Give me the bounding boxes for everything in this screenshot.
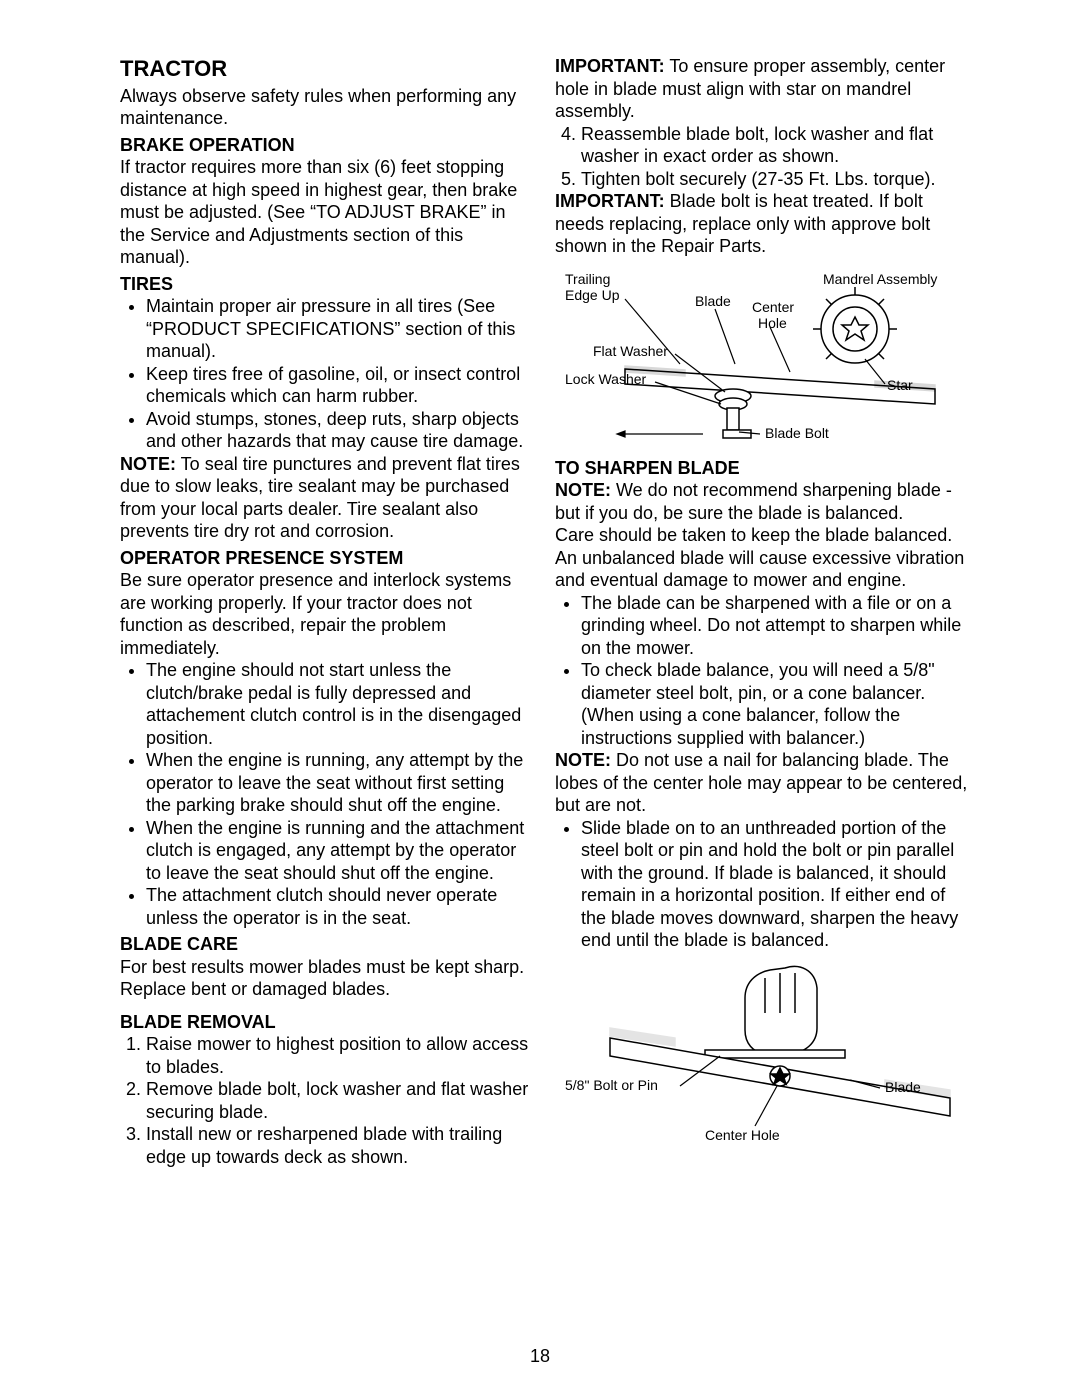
mandrel-assembly-diagram: Trailing Edge Up Blade Mandrel Assembly … xyxy=(555,264,970,449)
ops-heading: OPERATOR PRESENCE SYSTEM xyxy=(120,547,529,570)
label-blade: Blade xyxy=(695,293,731,309)
right-column: IMPORTANT: To ensure proper assembly, ce… xyxy=(555,55,970,1168)
tires-item: Avoid stumps, stones, deep ruts, sharp o… xyxy=(146,408,529,453)
bladerem-cont-list: Reassemble blade bolt, lock washer and f… xyxy=(555,123,970,191)
sharpen-paragraph: Care should be taken to keep the blade b… xyxy=(555,524,970,592)
sharpen-item: To check blade balance, you will need a … xyxy=(581,659,970,749)
label-trailing-edge: Trailing xyxy=(565,271,610,287)
tires-heading: TIRES xyxy=(120,273,529,296)
sharpen-heading: TO SHARPEN BLADE xyxy=(555,457,970,480)
sharpen-note-2: NOTE: Do not use a nail for balancing bl… xyxy=(555,749,970,817)
bladerem-item: Install new or resharpened blade with tr… xyxy=(146,1123,529,1168)
ops-item: The engine should not start unless the c… xyxy=(146,659,529,749)
two-column-layout: TRACTOR Always observe safety rules when… xyxy=(120,55,970,1168)
diagram-svg: 5/8" Bolt or Pin Blade Center Hole xyxy=(555,958,970,1148)
label-trailing-edge-2: Edge Up xyxy=(565,287,620,303)
sharpen-item: Slide blade on to an unthreaded portion … xyxy=(581,817,970,952)
brake-heading: BRAKE OPERATION xyxy=(120,134,529,157)
ops-paragraph: Be sure operator presence and interlock … xyxy=(120,569,529,659)
important-2: IMPORTANT: Blade bolt is heat treated. I… xyxy=(555,190,970,258)
bladerem-item: Remove blade bolt, lock washer and flat … xyxy=(146,1078,529,1123)
important-lead: IMPORTANT: xyxy=(555,56,665,76)
diagram-svg: Trailing Edge Up Blade Mandrel Assembly … xyxy=(555,264,970,449)
brake-paragraph: If tractor requires more than six (6) fe… xyxy=(120,156,529,269)
label-center-hole: Center Hole xyxy=(705,1127,780,1143)
label-hole: Hole xyxy=(758,315,787,331)
important-lead: IMPORTANT: xyxy=(555,191,665,211)
label-lock-washer: Lock Washer xyxy=(565,371,647,387)
label-flat-washer: Flat Washer xyxy=(593,343,668,359)
page: TRACTOR Always observe safety rules when… xyxy=(0,0,1080,1397)
note-body: To seal tire punctures and prevent flat … xyxy=(120,454,520,542)
ops-list: The engine should not start unless the c… xyxy=(120,659,529,929)
bladerem-item: Raise mower to highest position to allow… xyxy=(146,1033,529,1078)
label-center: Center xyxy=(752,299,794,315)
sharpen-list: The blade can be sharpened with a file o… xyxy=(555,592,970,750)
ops-item: When the engine is running, any attempt … xyxy=(146,749,529,817)
label-star: Star xyxy=(887,377,913,393)
blade-balance-diagram: 5/8" Bolt or Pin Blade Center Hole xyxy=(555,958,970,1148)
ops-item: When the engine is running and the attac… xyxy=(146,817,529,885)
tractor-intro: Always observe safety rules when perform… xyxy=(120,85,529,130)
label-bolt-pin: 5/8" Bolt or Pin xyxy=(565,1077,658,1093)
important-1: IMPORTANT: To ensure proper assembly, ce… xyxy=(555,55,970,123)
bladerem-list: Raise mower to highest position to allow… xyxy=(120,1033,529,1168)
label-mandrel: Mandrel Assembly xyxy=(823,271,937,287)
bladecare-paragraph: For best results mower blades must be ke… xyxy=(120,956,529,1001)
sharpen-note: NOTE: We do not recommend sharpening bla… xyxy=(555,479,970,524)
left-column: TRACTOR Always observe safety rules when… xyxy=(120,55,529,1168)
bladerem-item: Tighten bolt securely (27-35 Ft. Lbs. to… xyxy=(581,168,970,191)
bladerem-item: Reassemble blade bolt, lock washer and f… xyxy=(581,123,970,168)
tires-item: Keep tires free of gasoline, oil, or ins… xyxy=(146,363,529,408)
tires-list: Maintain proper air pressure in all tire… xyxy=(120,295,529,453)
label-blade: Blade xyxy=(885,1079,921,1095)
note-body: We do not recommend sharpening blade - b… xyxy=(555,480,952,523)
ops-item: The attachment clutch should never opera… xyxy=(146,884,529,929)
page-number: 18 xyxy=(0,1346,1080,1367)
note-lead: NOTE: xyxy=(555,750,611,770)
tires-item: Maintain proper air pressure in all tire… xyxy=(146,295,529,363)
note-lead: NOTE: xyxy=(120,454,176,474)
tractor-heading: TRACTOR xyxy=(120,55,529,83)
sharpen-item: The blade can be sharpened with a file o… xyxy=(581,592,970,660)
sharpen-list-2: Slide blade on to an unthreaded portion … xyxy=(555,817,970,952)
bladerem-heading: BLADE REMOVAL xyxy=(120,1011,529,1034)
note-lead: NOTE: xyxy=(555,480,611,500)
note-body: Do not use a nail for balancing blade. T… xyxy=(555,750,967,815)
bladecare-heading: BLADE CARE xyxy=(120,933,529,956)
label-blade-bolt: Blade Bolt xyxy=(765,425,829,441)
tires-note: NOTE: To seal tire punctures and prevent… xyxy=(120,453,529,543)
